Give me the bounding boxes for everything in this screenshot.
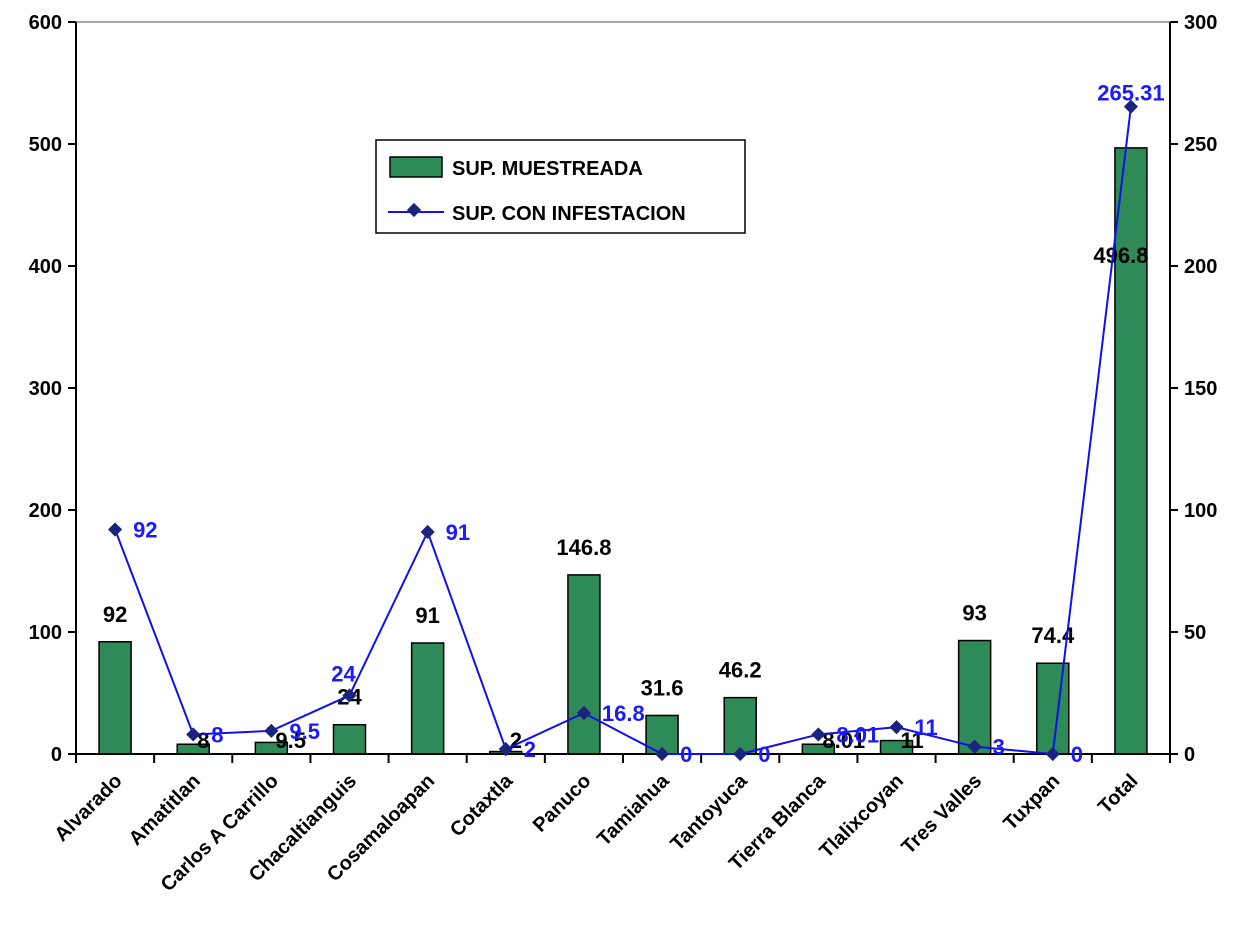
line-marker bbox=[108, 522, 123, 537]
line-marker bbox=[186, 727, 201, 742]
bar-data-label: 31.6 bbox=[641, 675, 684, 700]
line-data-label: 8.01 bbox=[836, 722, 879, 747]
bar-data-label: 91 bbox=[415, 603, 439, 628]
y-right-tick-label: 100 bbox=[1184, 500, 1217, 522]
bar bbox=[410, 642, 445, 755]
line-data-label: 265.31 bbox=[1097, 81, 1164, 106]
line-data-label: 16.8 bbox=[602, 701, 645, 726]
y-right-tick-label: 200 bbox=[1184, 256, 1217, 278]
y-left-tick-label: 300 bbox=[29, 378, 62, 400]
bar-data-label: 46.2 bbox=[719, 658, 762, 683]
line-marker bbox=[889, 720, 904, 735]
y-right-tick-label: 50 bbox=[1184, 622, 1206, 644]
y-left-tick-label: 400 bbox=[29, 256, 62, 278]
bar bbox=[723, 696, 757, 755]
legend: SUP. MUESTREADA SUP. CON INFESTACION bbox=[375, 139, 746, 234]
y-left-tick-label: 600 bbox=[29, 12, 62, 34]
line-data-label: 8 bbox=[211, 722, 223, 747]
legend-swatch-bar bbox=[389, 156, 443, 178]
legend-swatch-marker bbox=[406, 202, 422, 218]
line-data-labels: 92 8 9.5 24 91 2 16.8 0 0 8.01 11 3 0 265.31 bbox=[133, 81, 1165, 767]
bar-data-label: 8 bbox=[197, 728, 209, 753]
line-data-label: 2 bbox=[524, 737, 536, 762]
x-category-label: Tantoyuca bbox=[667, 769, 753, 855]
line-marker bbox=[655, 746, 670, 762]
line-data-label: 91 bbox=[446, 520, 470, 545]
line-marker bbox=[498, 742, 513, 757]
y-right-tick-label: 150 bbox=[1184, 378, 1217, 400]
y-right-tick-label: 0 bbox=[1184, 744, 1195, 766]
line-data-label: 11 bbox=[915, 715, 938, 740]
legend-label-line: SUP. CON INFESTACION bbox=[452, 203, 686, 225]
x-category-label: Total bbox=[1094, 770, 1142, 818]
bar bbox=[1114, 147, 1148, 755]
x-category-label: Tlalixcoyan bbox=[815, 770, 908, 863]
legend-label-bar: SUP. MUESTREADA bbox=[452, 158, 643, 180]
line-data-label: 92 bbox=[133, 518, 157, 543]
y-left-tick-label: 0 bbox=[51, 744, 62, 766]
line-data-label: 0 bbox=[680, 742, 692, 767]
line-series bbox=[108, 99, 1138, 762]
x-category-label: Amatitlan bbox=[125, 770, 205, 850]
bar-series bbox=[98, 147, 1148, 755]
x-category-label: Alvarado bbox=[51, 770, 127, 846]
bar bbox=[957, 639, 992, 755]
line-path bbox=[114, 106, 1132, 756]
bar bbox=[567, 574, 601, 755]
line-data-label: 0 bbox=[758, 742, 770, 767]
y-right-tick-label: 250 bbox=[1184, 134, 1217, 156]
line-marker bbox=[811, 727, 826, 742]
y-right-tick-label: 300 bbox=[1184, 12, 1217, 34]
bar-data-labels: 9289.524912146.831.646.28.01119374.4496.… bbox=[103, 243, 1149, 753]
y-left-tick-label: 500 bbox=[29, 134, 62, 156]
x-category-label: Tres Valles bbox=[897, 770, 986, 859]
line-marker bbox=[420, 524, 435, 540]
line-marker bbox=[264, 723, 279, 738]
line-marker bbox=[342, 688, 357, 703]
bar bbox=[332, 723, 367, 755]
y-left-tick-label: 200 bbox=[29, 500, 62, 522]
bar bbox=[1036, 662, 1070, 755]
plot-area bbox=[75, 21, 1171, 755]
x-category-label: Tuxpan bbox=[1000, 770, 1065, 835]
bar-data-label: 11 bbox=[901, 728, 924, 753]
line-data-label: 9.5 bbox=[289, 719, 320, 744]
line-marker bbox=[1123, 99, 1138, 114]
y-left-tick-label: 100 bbox=[29, 622, 62, 644]
x-category-label: Panuco bbox=[529, 770, 596, 837]
x-category-label: Tamiahua bbox=[593, 769, 674, 850]
line-data-label: 0 bbox=[1071, 742, 1083, 767]
line-marker bbox=[967, 739, 982, 754]
line-data-label: 24 bbox=[331, 661, 356, 686]
line-marker bbox=[576, 705, 591, 721]
line-data-label: 3 bbox=[993, 735, 1005, 760]
bar-data-label: 93 bbox=[962, 601, 986, 626]
bar bbox=[98, 641, 132, 755]
bar-data-label: 146.8 bbox=[556, 535, 611, 560]
legend-box bbox=[375, 139, 746, 234]
line-marker bbox=[1045, 746, 1060, 762]
line-marker bbox=[733, 746, 748, 762]
bar-data-label: 92 bbox=[103, 602, 127, 627]
bar-data-label: 9.5 bbox=[275, 728, 306, 753]
x-category-label: Cotaxtla bbox=[446, 769, 518, 841]
bar-data-label: 496.8 bbox=[1093, 243, 1148, 268]
